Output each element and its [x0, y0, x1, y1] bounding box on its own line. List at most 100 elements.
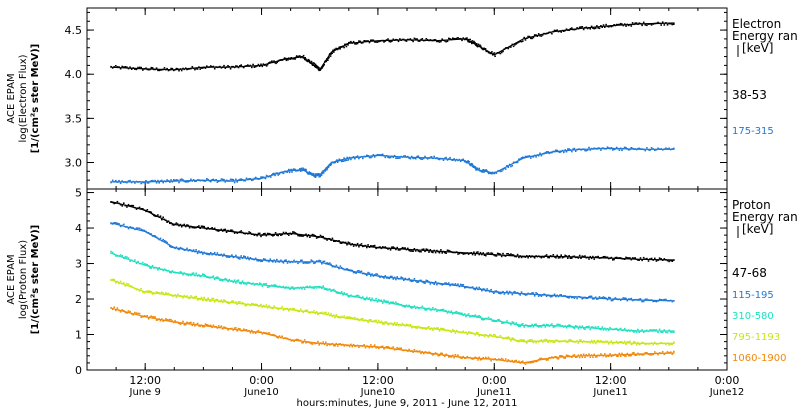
- series-310-580-point: [400, 303, 402, 306]
- series-310-580-point: [293, 288, 295, 290]
- legend-47-68: 47-68: [732, 266, 767, 280]
- series-38-53-point: [313, 62, 315, 65]
- series-310-580-point: [329, 288, 331, 290]
- legend-1060-1900: 1060-1900: [732, 353, 787, 364]
- series-115-195-point: [376, 273, 379, 276]
- series-115-195-point: [231, 254, 233, 256]
- series-1060-1900-point: [565, 354, 568, 357]
- series-38-53-point: [174, 68, 176, 71]
- series-175-315-point: [183, 180, 186, 183]
- series-795-1193-point: [491, 335, 494, 337]
- series-795-1193-point: [381, 323, 384, 325]
- series-1060-1900-point: [405, 349, 408, 352]
- series-175-315-point: [468, 161, 470, 163]
- series-795-1193-point: [221, 301, 224, 303]
- series-310-580-point: [173, 271, 175, 273]
- series-38-53-point: [151, 67, 154, 69]
- series-38-53-point: [312, 62, 314, 64]
- series-175-315-point: [383, 154, 385, 157]
- series-175-315-point: [362, 157, 364, 160]
- series-175-315-point: [455, 158, 458, 161]
- series-47-68-point: [331, 237, 334, 240]
- series-175-315-point: [429, 156, 432, 159]
- series-47-68-point: [565, 255, 568, 257]
- series-38-53-point: [465, 38, 468, 40]
- series-795-1193-point: [200, 296, 203, 299]
- series-47-68-point: [225, 231, 228, 233]
- series-1060-1900-point: [518, 360, 520, 363]
- series-1060-1900-point: [299, 339, 302, 342]
- series-38-53-point: [129, 66, 131, 68]
- electron-ytick-label: 4.5: [65, 24, 83, 37]
- series-47-68-point: [414, 250, 417, 252]
- series-795-1193-point: [204, 299, 207, 302]
- series-47-68-point: [339, 242, 342, 244]
- series-310-580-point: [535, 323, 537, 326]
- series-175-315-point: [623, 146, 626, 149]
- series-47-68-point: [171, 223, 174, 226]
- series-1060-1900-point: [294, 339, 297, 341]
- series-1060-1900-point: [295, 338, 298, 341]
- series-310-580-point: [284, 287, 286, 289]
- series-1060-1900-point: [167, 319, 170, 321]
- series-38-53-point: [476, 45, 479, 48]
- series-47-68-point: [561, 256, 564, 259]
- x-time-label: 12:00: [129, 374, 161, 387]
- series-38-53-point: [216, 66, 219, 69]
- series-1060-1900-point: [610, 355, 613, 358]
- series-310-580-point: [206, 276, 208, 278]
- series-310-580-point: [364, 298, 367, 301]
- series-310-580-point: [338, 292, 340, 294]
- series-47-68-point: [377, 246, 380, 249]
- series-310-580-point: [169, 271, 171, 274]
- series-310-580-point: [556, 323, 558, 326]
- series-47-68-point: [317, 236, 319, 239]
- series-310-580-point: [590, 326, 593, 328]
- series-115-195-point: [430, 281, 433, 284]
- series-1060-1900-point: [358, 346, 360, 349]
- series-795-1193-point: [457, 331, 459, 333]
- series-175-315-point: [151, 179, 154, 182]
- series-47-68-point: [504, 255, 507, 257]
- series-38-53-point: [457, 37, 459, 39]
- series-795-1193-point: [340, 315, 343, 318]
- series-175-315-point: [454, 159, 457, 162]
- series-38-53-point: [310, 61, 312, 64]
- series-1060-1900-point: [666, 351, 669, 353]
- series-1060-1900-point: [470, 357, 473, 360]
- series-310-580-point: [531, 323, 533, 326]
- series-795-1193-point: [577, 342, 580, 344]
- series-115-195-point: [600, 297, 602, 299]
- series-310-580-point: [322, 285, 324, 287]
- series-1060-1900-point: [258, 331, 261, 333]
- series-1060-1900-point: [594, 356, 597, 358]
- series-310-580-point: [231, 280, 233, 282]
- series-310-580-point: [436, 310, 438, 313]
- series-115-195-point: [627, 298, 630, 300]
- series-38-53-point: [318, 66, 320, 69]
- series-175-315-point: [127, 180, 130, 182]
- series-115-195-point: [351, 269, 354, 272]
- series-310-580-point: [240, 282, 242, 285]
- series-38-53-point: [326, 58, 328, 60]
- series-175-315-point: [338, 158, 341, 161]
- series-795-1193-point: [572, 340, 574, 343]
- series-115-195-point: [274, 261, 277, 263]
- series-1060-1900-point: [540, 357, 543, 360]
- series-310-580-point: [157, 269, 159, 271]
- series-310-580-point: [239, 282, 241, 285]
- series-795-1193-point: [146, 290, 149, 293]
- series-310-580-point: [524, 324, 527, 326]
- series-38-53-point: [119, 67, 122, 70]
- series-38-53-point: [358, 40, 360, 42]
- series-47-68-point: [413, 248, 416, 250]
- series-175-315-point: [416, 155, 418, 158]
- series-795-1193-point: [615, 340, 618, 343]
- series-795-1193-point: [635, 343, 638, 346]
- series-1060-1900-point: [221, 328, 224, 330]
- series-47-68-point: [367, 244, 369, 246]
- series-38-53-point: [589, 28, 592, 30]
- series-115-195-point: [654, 300, 656, 302]
- series-795-1193-point: [441, 328, 443, 330]
- series-795-1193-point: [251, 303, 253, 305]
